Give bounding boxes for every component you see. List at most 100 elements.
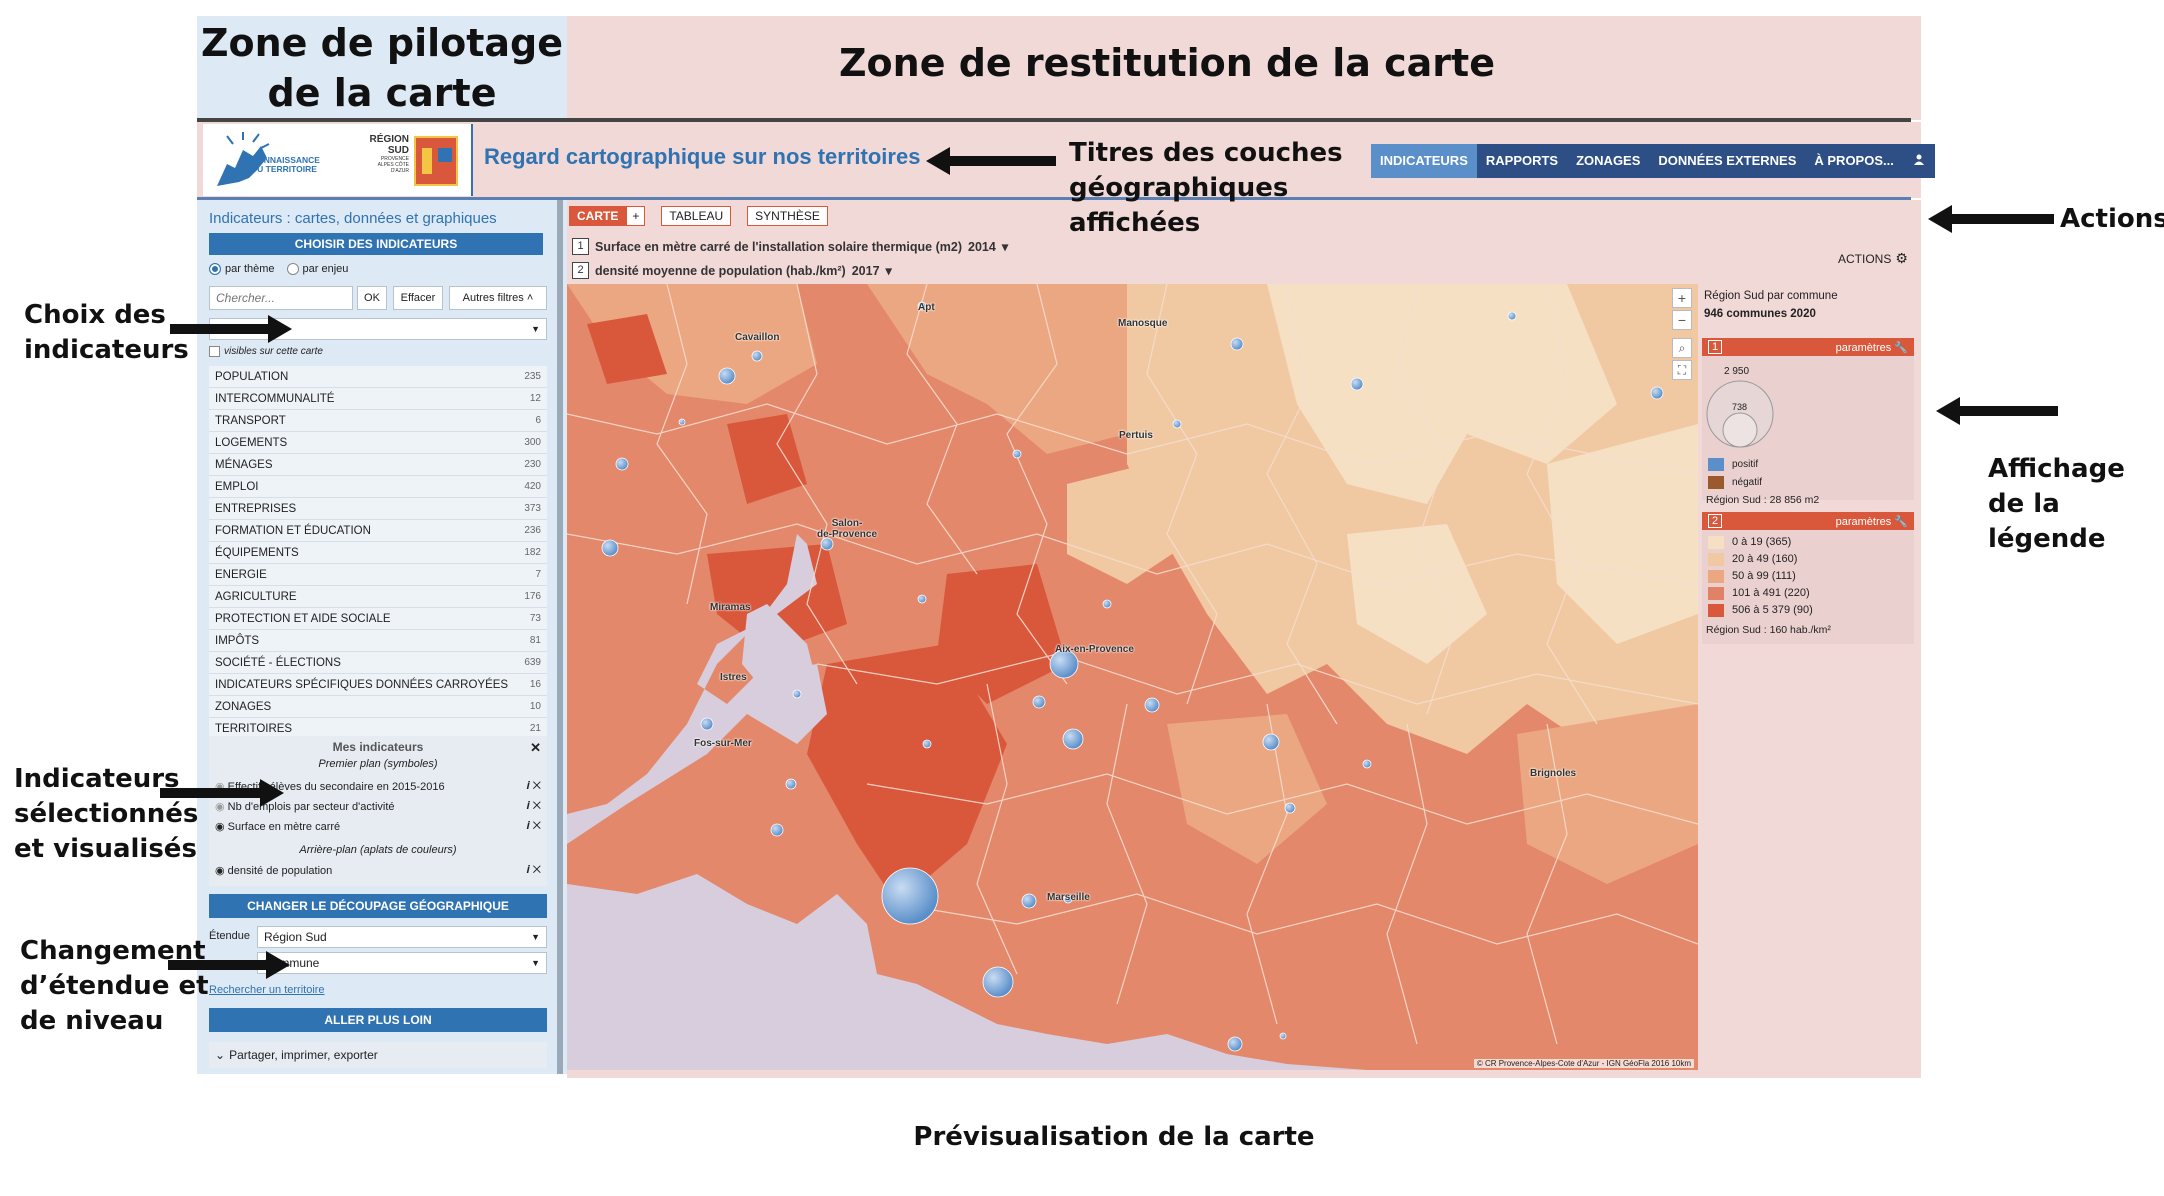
- search-input[interactable]: [209, 286, 353, 310]
- category-item[interactable]: ENTREPRISES 373: [209, 498, 547, 520]
- search-icon[interactable]: ⌕: [1672, 338, 1692, 358]
- eye-icon[interactable]: ◉: [215, 780, 225, 793]
- info-close-icons[interactable]: 𝒊 ✕: [526, 779, 541, 792]
- legend-swatch: [1708, 552, 1724, 566]
- zone-restitution-band: [567, 16, 1921, 120]
- caption: Prévisualisation de la carte: [913, 1122, 1315, 1152]
- category-item[interactable]: ÉQUIPEMENTS 182: [209, 542, 547, 564]
- category-count: 639: [524, 657, 541, 668]
- radio-theme[interactable]: [209, 263, 221, 275]
- wrench-icon: 🔧: [1894, 341, 1908, 354]
- info-close-icons[interactable]: 𝒊 ✕: [526, 819, 541, 832]
- user-icon[interactable]: [1902, 144, 1935, 178]
- category-label: ENERGIE: [215, 568, 267, 581]
- category-item[interactable]: FORMATION ET ÉDUCATION 236: [209, 520, 547, 542]
- change-geography-button[interactable]: CHANGER LE DÉCOUPAGE GÉOGRAPHIQUE: [209, 894, 547, 918]
- other-filters-button[interactable]: Autres filtres ˄: [449, 286, 547, 310]
- category-count: 73: [529, 613, 541, 624]
- category-item[interactable]: ENERGIE 7: [209, 564, 547, 586]
- params-button[interactable]: paramètres 🔧: [1836, 341, 1908, 354]
- annotation-indicateurs: Indicateurs sélectionnés et visualisés: [14, 764, 199, 864]
- category-item[interactable]: IMPÔTS 81: [209, 630, 547, 652]
- layer-year[interactable]: 2014: [968, 239, 996, 254]
- zoom-out-icon[interactable]: −: [1672, 310, 1692, 330]
- extent-value: Région Sud: [264, 930, 327, 944]
- eye-icon[interactable]: ◉: [215, 800, 225, 813]
- tab-synthese[interactable]: SYNTHÈSE: [747, 206, 828, 226]
- divider: [471, 124, 473, 196]
- category-item[interactable]: EMPLOI 420: [209, 476, 547, 498]
- my-indicator-item[interactable]: ◉ Surface en mètre carré 𝒊 ✕: [215, 816, 541, 836]
- category-list: POPULATION 235 INTERCOMMUNALITÉ 12 TRANSPORT…: [209, 366, 547, 740]
- radio-enjeu[interactable]: [286, 263, 299, 275]
- logo-area[interactable]: CONNAISSANCE DU TERRITOIRE RÉGION SUD PROV…: [203, 124, 471, 196]
- category-item[interactable]: SOCIÉTÉ - ÉLECTIONS 639: [209, 652, 547, 674]
- eye-icon[interactable]: ◉: [215, 820, 225, 833]
- search-territory-link[interactable]: Rechercher un territoire: [209, 984, 325, 996]
- nav-indicateurs[interactable]: INDICATEURS: [1371, 144, 1477, 178]
- nav-zonages[interactable]: ZONAGES: [1567, 144, 1650, 178]
- legend-layer-number: 1: [1708, 340, 1722, 354]
- zoom-in-icon[interactable]: +: [1672, 288, 1692, 308]
- bubble-mid-label: 738: [1732, 402, 1748, 412]
- radio-group: par thème par enjeu: [209, 263, 348, 275]
- category-item[interactable]: LOGEMENTS 300: [209, 432, 547, 454]
- share-section[interactable]: ⌄ Partager, imprimer, exporter: [209, 1042, 547, 1068]
- extent-label: Étendue: [209, 930, 250, 942]
- category-item[interactable]: INDICATEURS SPÉCIFIQUES DONNÉES CARROYÉE…: [209, 674, 547, 696]
- close-icon[interactable]: ✕: [530, 740, 541, 755]
- category-item[interactable]: TERRITOIRES 21: [209, 718, 547, 740]
- info-close-icons[interactable]: 𝒊 ✕: [526, 799, 541, 812]
- actions-label: ACTIONS: [1838, 251, 1892, 266]
- level-select[interactable]: Commune ▼: [257, 952, 547, 974]
- legend-header: 2 paramètres 🔧: [1702, 512, 1914, 530]
- visible-checkbox[interactable]: [209, 346, 220, 357]
- legend-layer-1: 1 paramètres 🔧 2 950 738 positif négatif …: [1702, 338, 1914, 506]
- category-label: ENTREPRISES: [215, 502, 297, 515]
- category-item[interactable]: PROTECTION ET AIDE SOCIALE 73: [209, 608, 547, 630]
- extent-select[interactable]: Région Sud ▼: [257, 926, 547, 948]
- map-canvas[interactable]: Apt Cavaillon Manosque Pertuis Salon- de…: [567, 284, 1698, 1070]
- annotation-choix: Choix des indicateurs: [24, 300, 189, 365]
- nav-a-propos[interactable]: À PROPOS...: [1805, 144, 1903, 178]
- divider: [563, 200, 567, 1074]
- caret-down-icon[interactable]: ▾: [885, 264, 892, 278]
- params-button[interactable]: paramètres 🔧: [1836, 515, 1908, 528]
- tab-tableau[interactable]: TABLEAU: [661, 206, 732, 226]
- category-item[interactable]: TRANSPORT 6: [209, 410, 547, 432]
- main-nav: INDICATEURS RAPPORTS ZONAGES DONNÉES EXT…: [1371, 144, 1935, 178]
- category-item[interactable]: INTERCOMMUNALITÉ 12: [209, 388, 547, 410]
- category-label: AGRICULTURE: [215, 590, 297, 603]
- category-item[interactable]: POPULATION 235: [209, 366, 547, 388]
- clear-button[interactable]: Effacer: [393, 286, 443, 310]
- category-count: 235: [524, 371, 541, 382]
- ok-button[interactable]: OK: [357, 286, 387, 310]
- info-close-icons[interactable]: 𝒊 ✕: [526, 863, 541, 876]
- divider: [197, 118, 1911, 122]
- nav-donnees-externes[interactable]: DONNÉES EXTERNES: [1649, 144, 1806, 178]
- bubble-max-label: 2 950: [1724, 366, 1750, 377]
- region-crest-icon: [414, 136, 458, 186]
- layer-title-1[interactable]: 1 Surface en mètre carré de l'installati…: [572, 238, 1008, 255]
- caret-down-icon[interactable]: ▾: [1001, 240, 1009, 254]
- city-label: Cavaillon: [735, 332, 780, 343]
- layer-year[interactable]: 2017: [851, 263, 880, 278]
- tab-carte[interactable]: CARTE: [569, 206, 627, 226]
- choose-indicators-button[interactable]: CHOISIR DES INDICATEURS: [209, 233, 543, 255]
- category-count: 300: [524, 437, 541, 448]
- nav-rapports[interactable]: RAPPORTS: [1476, 144, 1568, 178]
- category-count: 10: [529, 701, 541, 712]
- scrollbar[interactable]: [557, 200, 563, 1074]
- add-map-button[interactable]: +: [626, 206, 646, 226]
- legend-count: 946 communes 2020: [1704, 308, 1816, 320]
- category-item[interactable]: MÉNAGES 230: [209, 454, 547, 476]
- my-indicator-item[interactable]: ◉ densité de population 𝒊 ✕: [215, 860, 541, 880]
- layer-title-2[interactable]: 2 densité moyenne de population (hab./km…: [572, 262, 892, 279]
- fullscreen-icon[interactable]: ⛶: [1672, 360, 1692, 380]
- left-panel: Indicateurs : cartes, données et graphiq…: [197, 200, 557, 1074]
- category-item[interactable]: ZONAGES 10: [209, 696, 547, 718]
- actions-button[interactable]: ACTIONS ⚙: [1838, 250, 1908, 267]
- eye-icon[interactable]: ◉: [215, 864, 225, 877]
- category-item[interactable]: AGRICULTURE 176: [209, 586, 547, 608]
- go-further-button[interactable]: ALLER PLUS LOIN: [209, 1008, 547, 1032]
